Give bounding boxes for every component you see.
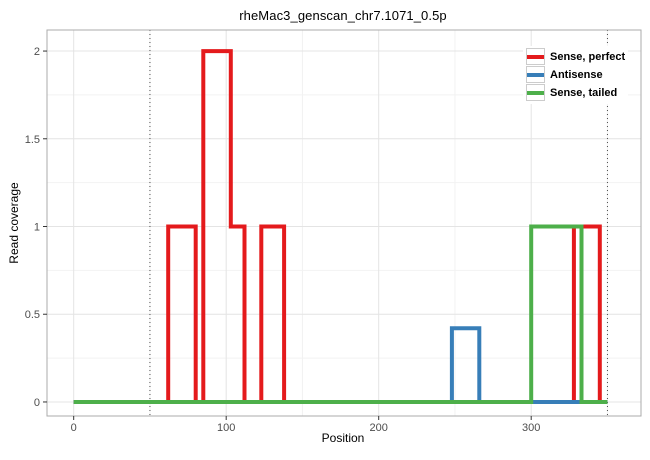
y-tick-label: 0.5 [25, 309, 40, 321]
legend-item-label: Sense, perfect [550, 50, 626, 63]
legend-item: Sense, perfect [526, 48, 625, 65]
legend-item: Sense, tailed [526, 84, 625, 101]
x-tick-label: 200 [370, 422, 388, 434]
legend-key-icon [526, 84, 545, 101]
y-tick-label: 0 [34, 397, 40, 409]
series-sense-perfect [73, 49, 608, 404]
legend-key-line [527, 72, 544, 77]
legend-key-line [527, 90, 544, 95]
y-tick-label: 1.5 [25, 134, 40, 146]
legend-item: Antisense [526, 66, 625, 83]
chart-title: rheMac3_genscan_chr7.1071_0.5p [239, 8, 447, 23]
legend: Sense, perfect Antisense Sense, tailed [523, 46, 629, 104]
x-tick-label: 100 [217, 422, 235, 434]
legend-item-label: Sense, tailed [550, 86, 618, 99]
x-tick-label: 300 [522, 422, 540, 434]
series-sense-tailed [73, 224, 608, 404]
legend-key-icon [526, 66, 545, 83]
y-tick-label: 1 [34, 222, 40, 234]
y-tick-label: 2 [34, 46, 40, 58]
x-axis-label: Position [321, 431, 365, 445]
legend-key-line [527, 54, 544, 59]
legend-key-icon [526, 48, 545, 65]
legend-item-label: Antisense [550, 68, 603, 81]
panel-border [46, 29, 642, 417]
x-tick-label: 0 [71, 422, 77, 434]
y-axis-label: Read coverage [7, 182, 21, 264]
